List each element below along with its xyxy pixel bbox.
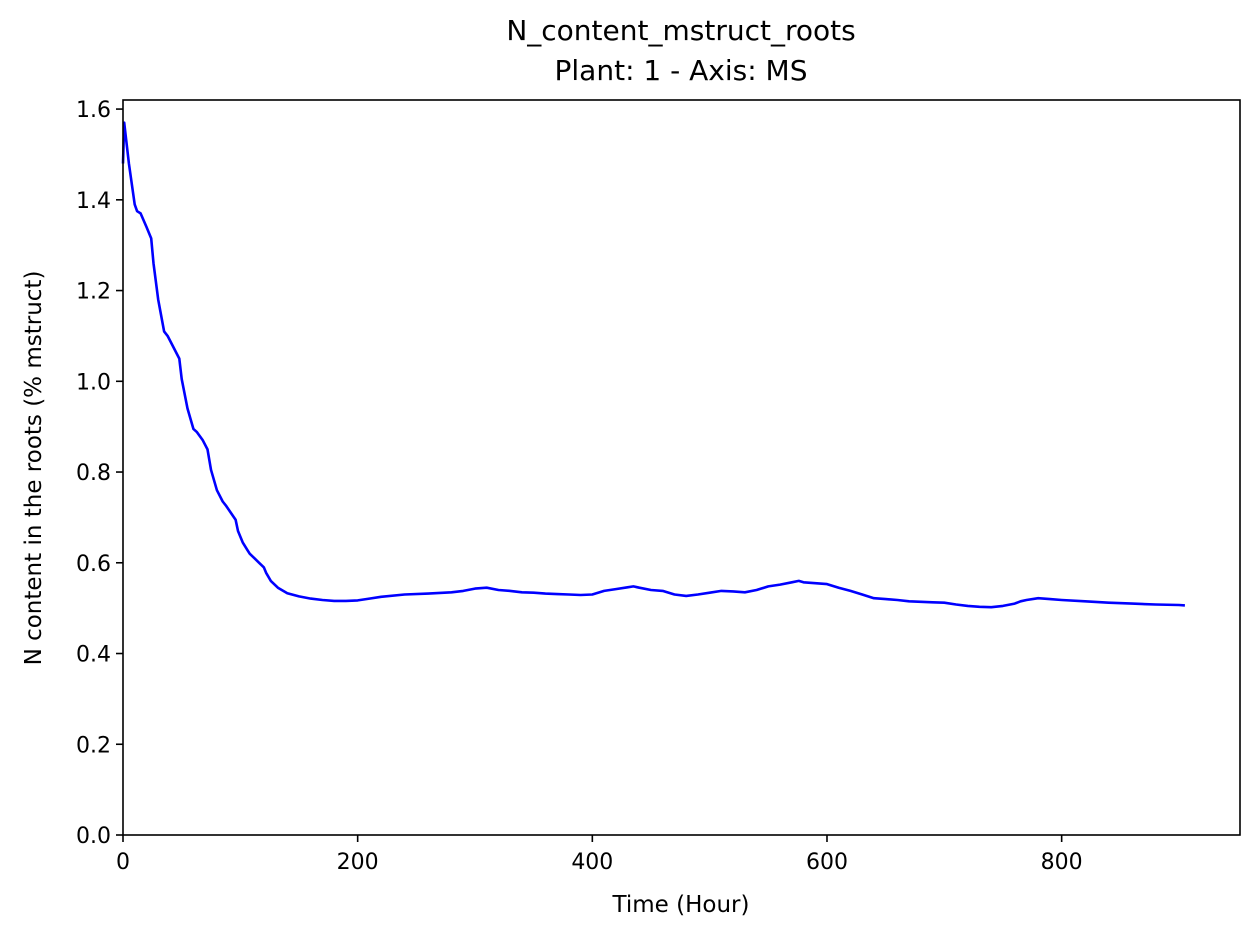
x-axis: 0 200 400 600 800 <box>116 835 1083 875</box>
series-line <box>121 121 1185 609</box>
y-axis-label: N content in the roots (% mstruct) <box>21 270 47 666</box>
x-axis-label: Time (Hour) <box>612 892 750 918</box>
y-tick-label: 0.8 <box>76 461 111 486</box>
y-tick-label: 0.4 <box>76 643 111 668</box>
x-tick-label: 0 <box>116 850 130 875</box>
y-tick-label: 0.2 <box>76 733 111 758</box>
chart-title: N_content_mstruct_roots <box>506 14 856 47</box>
y-axis: 0.0 0.2 0.4 0.6 0.8 1.0 1.2 1.4 1.6 <box>76 98 123 849</box>
chart-subtitle: Plant: 1 - Axis: MS <box>554 54 808 87</box>
y-tick-label: 1.2 <box>76 280 111 305</box>
x-tick-label: 200 <box>337 850 379 875</box>
x-tick-label: 600 <box>806 850 848 875</box>
x-tick-label: 400 <box>571 850 613 875</box>
y-tick-label: 1.0 <box>76 370 111 395</box>
y-tick-label: 1.4 <box>76 189 111 214</box>
plot-series <box>121 121 1185 609</box>
y-tick-label: 0.6 <box>76 552 111 577</box>
plot-frame <box>122 99 1241 836</box>
y-tick-label: 0.0 <box>76 824 111 849</box>
x-tick-label: 800 <box>1041 850 1083 875</box>
y-tick-label: 1.6 <box>76 98 111 123</box>
